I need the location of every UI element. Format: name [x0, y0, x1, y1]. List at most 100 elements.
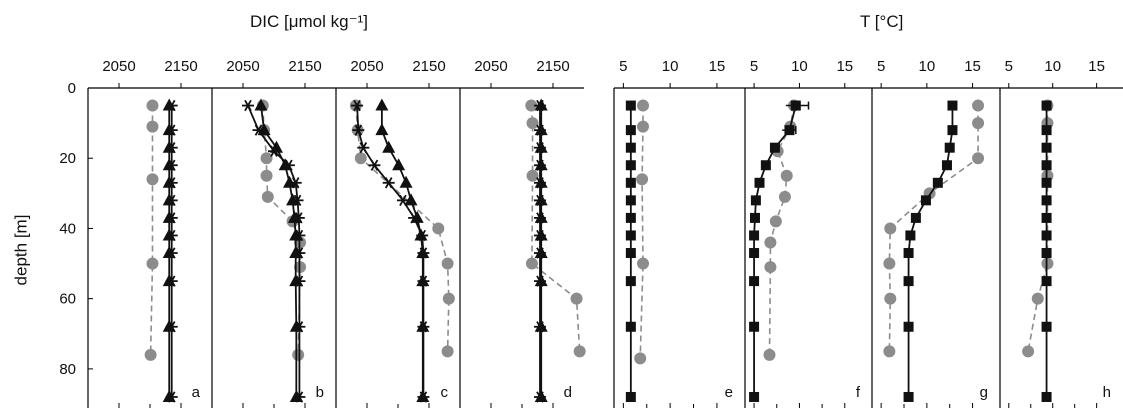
series-line-circle: [530, 105, 581, 352]
data-point-circle: [525, 257, 538, 270]
data-point-square: [1041, 321, 1052, 332]
data-point-circle: [764, 261, 777, 274]
data-point-triangle: [162, 98, 176, 111]
x-tick-label: 2050: [350, 58, 383, 75]
data-point-triangle: [162, 193, 176, 206]
series-line-circle: [1027, 105, 1049, 352]
data-point-triangle: [534, 274, 548, 287]
y-tick-label: 40: [59, 220, 76, 237]
data-point-triangle: [534, 175, 548, 188]
data-point-triangle: [416, 389, 430, 402]
data-point-circle: [441, 257, 454, 270]
data-point-circle: [526, 117, 539, 130]
data-point-square: [1041, 100, 1052, 111]
data-point-square: [760, 160, 771, 171]
data-point-triangle: [269, 140, 283, 153]
data-point-square: [1041, 391, 1052, 402]
data-point-square: [625, 230, 636, 241]
panel-b: 2050 2150 b: [211, 58, 336, 408]
y-tick-label: 80: [59, 361, 76, 378]
x-tick-label: 2050: [102, 58, 135, 75]
data-point-square: [749, 321, 760, 332]
data-point-square: [1041, 195, 1052, 206]
data-point-square: [947, 125, 958, 136]
data-point-star: [241, 99, 254, 112]
x-tick-label: 15: [836, 58, 853, 75]
data-point-triangle: [416, 319, 430, 332]
data-point-triangle: [534, 98, 548, 111]
x-tick-label: 5: [619, 58, 627, 75]
data-point-square: [920, 195, 931, 206]
data-point-triangle: [283, 175, 296, 188]
data-point-triangle: [534, 210, 548, 223]
data-point-triangle: [534, 389, 548, 402]
data-point-star: [357, 142, 370, 154]
data-point-triangle: [375, 98, 389, 111]
data-point-square: [1041, 248, 1052, 259]
data-point-circle: [146, 257, 159, 270]
data-point-circle: [764, 236, 777, 249]
panel-f: 5 10 15 f: [744, 58, 872, 408]
star-stroke: [354, 124, 363, 136]
data-point-triangle: [162, 228, 176, 241]
data-point-star: [382, 177, 395, 189]
star-stroke: [244, 99, 252, 112]
data-point-circle: [1031, 292, 1044, 305]
data-point-square: [625, 177, 636, 188]
data-point-triangle: [410, 210, 424, 223]
data-point-triangle: [162, 319, 176, 332]
data-point-circle: [972, 117, 985, 130]
data-point-triangle: [162, 140, 176, 153]
data-point-circle: [526, 169, 539, 182]
data-point-star: [352, 124, 365, 136]
dic-axis-title: DIC [μmol kg⁻¹]: [250, 12, 368, 31]
data-point-circle: [144, 348, 157, 361]
data-point-circle: [883, 345, 896, 358]
data-point-square: [625, 142, 636, 153]
temperature-axis-title: T [°C]: [860, 12, 904, 31]
panel-d: 2050 2150 d: [459, 58, 586, 408]
data-point-triangle: [534, 228, 548, 241]
star-stroke: [399, 194, 407, 207]
panel-c: 2050 2150 c: [335, 58, 460, 408]
data-point-triangle: [289, 319, 303, 332]
data-point-square: [941, 160, 952, 171]
data-point-triangle: [286, 193, 300, 206]
data-point-triangle: [162, 123, 176, 136]
star-stroke: [370, 159, 379, 171]
data-point-square: [625, 391, 636, 402]
panel-letter: h: [1103, 384, 1111, 401]
data-point-circle: [972, 152, 985, 165]
y-tick-label: 0: [68, 80, 76, 97]
data-point-circle: [769, 215, 782, 228]
data-point-square: [944, 142, 955, 153]
data-point-star: [396, 194, 409, 207]
data-point-circle: [260, 152, 273, 165]
data-point-circle: [1022, 345, 1035, 358]
data-point-square: [625, 321, 636, 332]
data-point-square: [1041, 125, 1052, 136]
data-point-triangle: [162, 246, 176, 259]
data-point-square: [903, 391, 914, 402]
data-point-square: [1041, 230, 1052, 241]
data-point-triangle: [289, 246, 303, 259]
data-point-circle: [442, 292, 455, 305]
panel-letter: f: [856, 384, 861, 401]
x-tick-label: 10: [1044, 58, 1061, 75]
data-point-square: [905, 230, 916, 241]
data-point-square: [910, 212, 921, 223]
data-point-circle: [637, 99, 650, 112]
y-tick-label: 60: [59, 291, 76, 308]
x-tick-label: 2150: [164, 58, 197, 75]
x-tick-label: 15: [709, 58, 726, 75]
data-point-square: [754, 177, 765, 188]
data-point-circle: [884, 292, 897, 305]
data-point-triangle: [534, 319, 548, 332]
data-point-square: [749, 212, 760, 223]
data-point-triangle: [416, 246, 430, 259]
star-stroke: [353, 99, 361, 112]
series-line-circle: [888, 105, 979, 352]
data-point-square: [1041, 142, 1052, 153]
data-point-square: [903, 321, 914, 332]
